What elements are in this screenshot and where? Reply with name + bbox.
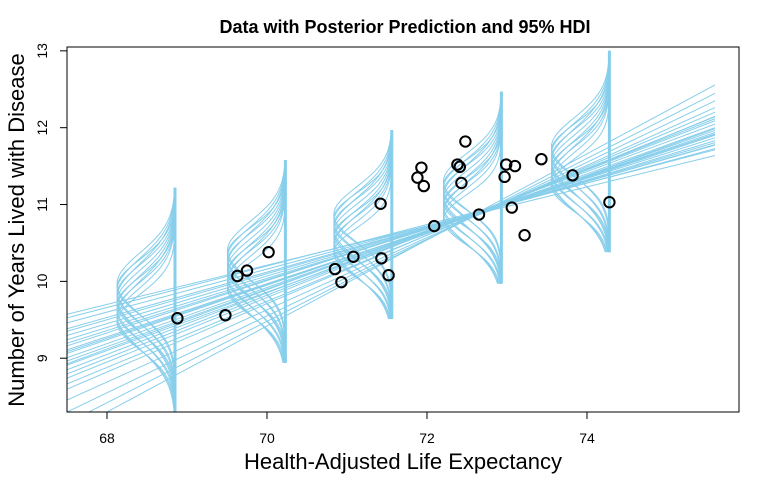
data-point	[328, 262, 342, 276]
data-point	[415, 161, 428, 174]
x-tick-label: 70	[259, 430, 275, 446]
posterior-density-curve	[550, 50, 610, 253]
posterior-density-curve	[550, 50, 610, 253]
data-point	[219, 308, 232, 322]
posterior-density-curve	[116, 187, 176, 412]
data-point	[535, 152, 548, 166]
data-point	[518, 229, 531, 242]
data-point	[374, 197, 387, 210]
data-point	[428, 219, 441, 233]
posterior-density-curve	[333, 129, 393, 320]
chart-title: Data with Posterior Prediction and 95% H…	[219, 17, 590, 37]
data-point	[566, 169, 579, 182]
posterior-density-curve	[116, 187, 176, 412]
data-point	[411, 171, 424, 184]
posterior-layer	[67, 50, 716, 412]
posterior-density-curve	[333, 129, 392, 320]
posterior-density-curve	[550, 50, 610, 253]
data-point	[498, 170, 511, 184]
x-axis: 68 70 72 74	[99, 412, 595, 446]
posterior-density-curve	[333, 129, 393, 320]
data-point	[417, 179, 430, 193]
data-point	[347, 250, 360, 263]
posterior-density-curve	[226, 159, 286, 363]
posterior-density-curve	[116, 187, 176, 412]
data-point	[375, 252, 388, 265]
data-point	[453, 160, 466, 174]
data-point	[459, 135, 472, 148]
data-point	[472, 208, 486, 221]
posterior-density-curve	[550, 50, 610, 253]
y-tick-label: 13	[34, 43, 50, 59]
posterior-density-curve	[333, 129, 393, 320]
posterior-density-curve	[333, 129, 393, 320]
data-point	[240, 264, 254, 277]
data-point	[508, 159, 522, 173]
data-point	[603, 196, 616, 209]
data-point	[262, 245, 275, 259]
posterior-density-curve	[116, 187, 176, 412]
data-point	[335, 275, 348, 289]
y-tick-label: 10	[34, 273, 50, 289]
x-tick-label: 68	[99, 430, 115, 446]
y-tick-label: 11	[34, 197, 50, 212]
posterior-density-curve	[442, 91, 502, 284]
posterior-density-curve	[226, 159, 286, 363]
posterior-density-curve	[333, 129, 393, 320]
posterior-density-curve	[442, 91, 502, 284]
posterior-density-curve	[333, 129, 393, 320]
data-points	[171, 135, 616, 325]
posterior-density-curve	[226, 159, 286, 363]
data-point	[451, 158, 464, 171]
x-tick-label: 74	[579, 430, 595, 446]
y-tick-label: 9	[34, 354, 50, 362]
posterior-density-curve	[333, 129, 393, 320]
y-tick-label: 12	[34, 120, 50, 136]
posterior-density-curve	[442, 91, 502, 284]
posterior-density-curve	[333, 129, 393, 320]
y-axis: 9 10 11 12 13	[34, 43, 67, 362]
plot-frame	[66, 46, 740, 413]
posterior-density-curve	[226, 159, 286, 363]
data-point	[171, 312, 184, 325]
posterior-density-curve	[550, 50, 610, 253]
posterior-density-curve	[333, 129, 393, 320]
data-point	[231, 269, 244, 283]
data-point	[455, 176, 468, 190]
data-point	[500, 158, 513, 171]
posterior-density-curve	[333, 129, 393, 320]
posterior-density-curve	[226, 159, 286, 363]
posterior-density-curve	[226, 159, 286, 363]
x-tick-label: 72	[419, 430, 435, 446]
data-point	[382, 269, 395, 282]
posterior-density-curve	[333, 129, 393, 320]
x-axis-label: Health-Adjusted Life Expectancy	[244, 449, 562, 474]
data-point	[505, 201, 518, 214]
posterior-density-curve	[442, 91, 502, 284]
y-axis-label: Number of Years Lived with Disease	[4, 53, 29, 406]
